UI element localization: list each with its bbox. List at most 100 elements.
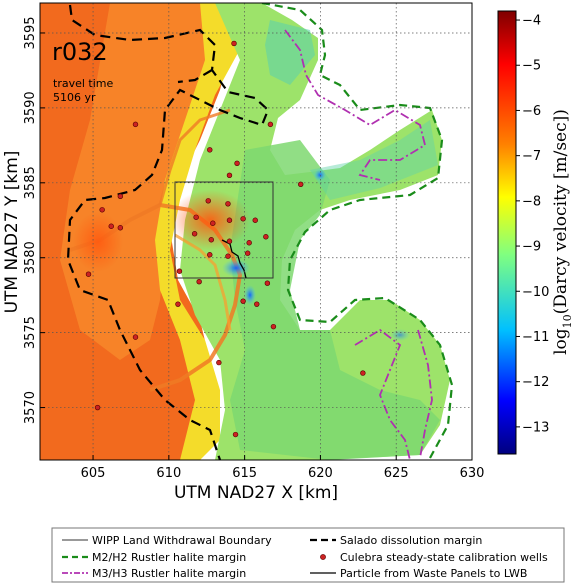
colorbar — [497, 10, 517, 455]
calibration-well — [254, 301, 260, 307]
calibration-well — [232, 431, 239, 438]
calibration-well — [264, 280, 271, 286]
calibration-well — [244, 250, 251, 256]
y-tick-label: 3590 — [23, 91, 38, 124]
calibration-well — [263, 234, 269, 240]
calibration-well — [226, 238, 233, 244]
map-lowvel-spot-3 — [244, 285, 256, 305]
x-tick-labels: 605 610 615 620 625 630 — [81, 466, 485, 481]
calibration-well — [270, 323, 277, 330]
calibration-well — [176, 268, 183, 274]
calibration-well — [132, 121, 139, 128]
legend-label-particle: Particle from Waste Panels to LWB — [340, 567, 527, 580]
colorbar-tick-label: −13 — [522, 420, 549, 435]
run-label: r032 — [52, 38, 108, 66]
legend-frame — [51, 527, 565, 583]
colorbar-tick-label: −11 — [522, 330, 549, 345]
calibration-well — [94, 404, 101, 411]
x-tick-label: 630 — [460, 466, 485, 481]
travel-time-label: travel time — [53, 77, 113, 90]
y-axis-title: UTM NAD27 Y [km] — [2, 151, 22, 314]
salado-dissolution-margin-2 — [177, 69, 213, 84]
m3-h3-halite-margin — [284, 29, 427, 181]
calibration-well — [234, 160, 240, 167]
map-field-green-2 — [230, 140, 440, 460]
calibration-well — [226, 217, 233, 223]
calibration-well — [85, 271, 92, 277]
wipp-land-withdrawal-boundary — [174, 181, 274, 279]
map-channel-1 — [69, 202, 243, 392]
calibration-well — [216, 359, 222, 366]
x-axis-title: UTM NAD27 X [km] — [174, 483, 338, 503]
calibration-well — [267, 121, 274, 128]
map-lowvel-spot-1 — [222, 259, 250, 277]
y-tick-label: 3580 — [23, 241, 38, 274]
calibration-well — [132, 334, 139, 340]
calibration-well — [117, 193, 124, 199]
calibration-well — [193, 214, 199, 220]
colorbar-tick-label: −6 — [522, 104, 541, 119]
plot-frame — [39, 2, 473, 461]
calibration-well — [225, 253, 231, 259]
calibration-well — [252, 217, 258, 223]
calibration-well — [99, 207, 105, 213]
y-tick-label: 3585 — [23, 166, 38, 199]
map-field-teal — [265, 20, 315, 85]
calibration-well — [207, 252, 213, 258]
calibration-well — [298, 181, 304, 188]
m3-h3-halite-margin-3 — [417, 329, 433, 459]
travel-time-value: 5106 yr — [53, 91, 96, 104]
legend-label-m2h2: M2/H2 Rustler halite margin — [92, 551, 246, 564]
map-lowvel-spot-4 — [390, 329, 410, 341]
calibration-well — [208, 237, 214, 243]
calibration-well — [205, 198, 211, 204]
calibration-wells — [85, 40, 366, 438]
calibration-well — [225, 201, 231, 207]
calibration-well — [240, 298, 246, 304]
velocity-map — [40, 3, 472, 460]
x-tick-label: 620 — [308, 466, 333, 481]
colorbar-tick-label: −4 — [522, 14, 541, 29]
calibration-well — [360, 370, 366, 376]
calibration-well — [207, 147, 213, 153]
legend-label-salado: Salado dissolution margin — [340, 534, 482, 547]
y-tick-label: 3575 — [23, 316, 38, 349]
x-tick-label: 625 — [384, 466, 409, 481]
colorbar-tick-label: −5 — [522, 59, 541, 74]
m2-h2-halite-margin — [261, 3, 454, 459]
particle-path — [221, 239, 247, 279]
calibration-well — [175, 301, 181, 307]
legend-label-m3h3: M3/H3 Rustler halite margin — [92, 567, 246, 580]
calibration-well — [196, 278, 202, 285]
colorbar-tick-label: −9 — [522, 240, 541, 255]
calibration-well — [246, 240, 252, 246]
map-lowvel-spot-2 — [314, 169, 326, 181]
x-tick-label: 605 — [81, 466, 106, 481]
colorbar-title: log10(Darcy velocity [m/sec]) — [551, 109, 574, 355]
legend-label-wipp: WIPP Land Withdrawal Boundary — [92, 534, 272, 547]
colorbar-tick-label: −8 — [522, 194, 541, 209]
y-tick-labels: 3595 3590 3585 3580 3575 3570 — [23, 16, 38, 424]
calibration-well — [231, 40, 237, 47]
m3-h3-halite-margin-2 — [354, 328, 411, 460]
salado-dissolution-margin — [66, 4, 270, 460]
colorbar-tick-label: −10 — [522, 285, 549, 300]
legend-swatch-wells — [320, 554, 326, 560]
map-hotspot-2 — [73, 212, 123, 272]
x-tick-label: 615 — [232, 466, 257, 481]
calibration-well — [226, 172, 233, 179]
legend: WIPP Land Withdrawal Boundary Salado dis… — [51, 527, 565, 583]
colorbar-tick-label: −12 — [522, 375, 549, 390]
y-tick-label: 3570 — [23, 391, 38, 424]
y-tick-label: 3595 — [23, 16, 38, 49]
calibration-well — [210, 220, 216, 226]
legend-label-wells: Culebra steady-state calibration wells — [340, 551, 548, 564]
margin-lines — [66, 3, 454, 460]
colorbar-tick-label: −7 — [522, 149, 541, 164]
calibration-well — [191, 231, 198, 237]
colorbar-ticks: −4 −5 −6 −7 −8 −9 −10 −11 −12 −13 — [516, 14, 549, 435]
map-channel-2 — [158, 108, 231, 206]
calibration-well — [117, 225, 124, 231]
calibration-well — [108, 223, 114, 229]
